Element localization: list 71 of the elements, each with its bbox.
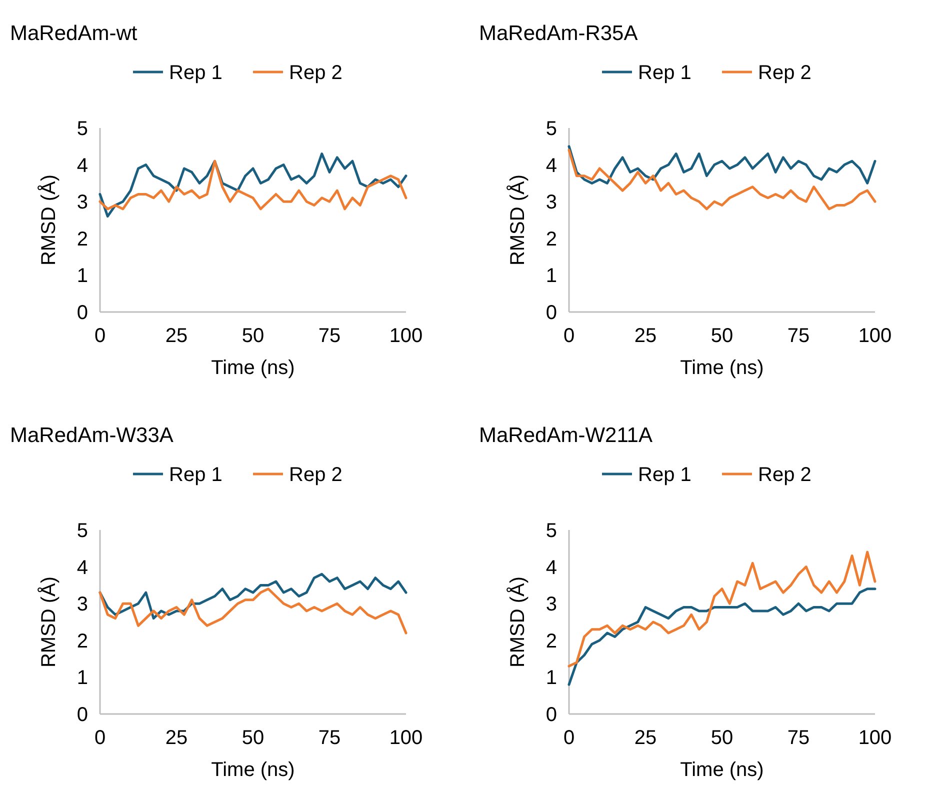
x-tick-label: 25 [165, 325, 188, 347]
x-tick-label: 50 [242, 727, 264, 749]
x-tick-label: 75 [787, 727, 810, 749]
x-tick-label: 25 [634, 325, 657, 347]
x-tick-label: 50 [710, 727, 734, 749]
x-axis-title: Time (ns) [211, 759, 295, 781]
legend-label: Rep 2 [758, 464, 812, 486]
y-tick-label: 2 [76, 228, 88, 250]
y-tick-label: 0 [76, 302, 88, 324]
y-tick-label: 1 [76, 667, 88, 690]
y-tick-label: 0 [76, 704, 88, 726]
x-tick-label: 0 [563, 727, 575, 749]
y-tick-label: 5 [76, 520, 88, 542]
y-axis-title: RMSD (Å) [37, 174, 60, 266]
y-tick-label: 1 [76, 265, 88, 288]
x-tick-label: 100 [389, 727, 423, 749]
x-tick-label: 100 [858, 727, 892, 749]
x-tick-label: 25 [634, 727, 657, 749]
y-tick-label: 5 [546, 118, 557, 140]
legend-label: Rep 2 [289, 62, 342, 84]
y-tick-label: 3 [76, 192, 88, 214]
y-tick-label: 4 [546, 556, 557, 579]
x-tick-label: 50 [710, 325, 734, 347]
y-tick-label: 5 [546, 520, 557, 542]
line-series [98, 160, 408, 210]
y-tick-label: 4 [76, 556, 88, 579]
legend-label: Rep 1 [638, 464, 692, 486]
x-tick-label: 0 [94, 727, 106, 749]
legend-label: Rep 2 [758, 62, 812, 84]
chart-title: MaRedAm-W33A [10, 424, 174, 447]
x-tick-label: 25 [165, 727, 188, 749]
y-tick-label: 1 [546, 265, 557, 288]
line-series [568, 588, 876, 686]
y-tick-label: 2 [76, 630, 88, 652]
x-tick-label: 0 [94, 325, 106, 347]
legend-label: Rep 1 [169, 62, 222, 84]
x-tick-label: 100 [858, 325, 892, 347]
y-tick-label: 4 [76, 154, 88, 177]
y-axis-title: RMSD (Å) [506, 174, 529, 266]
x-tick-label: 75 [787, 325, 810, 347]
x-axis-title: Time (ns) [680, 759, 764, 781]
legend-label: Rep 1 [169, 464, 222, 486]
line-series [98, 588, 408, 634]
x-tick-label: 75 [318, 727, 341, 749]
x-tick-label: 0 [563, 325, 575, 347]
chart-title: MaRedAm-R35A [479, 22, 638, 45]
y-tick-label: 2 [546, 228, 557, 250]
y-tick-label: 0 [546, 302, 557, 324]
x-tick-label: 75 [318, 325, 341, 347]
y-tick-label: 5 [76, 118, 88, 140]
chart-title: MaRedAm-W211A [479, 424, 652, 447]
y-tick-label: 3 [76, 594, 88, 616]
line-series [568, 550, 876, 668]
legend-label: Rep 2 [289, 464, 342, 486]
y-tick-label: 1 [546, 667, 557, 690]
y-tick-label: 3 [546, 192, 557, 214]
y-axis-title: RMSD (Å) [37, 576, 60, 668]
x-axis-title: Time (ns) [211, 357, 295, 379]
line-series [568, 148, 876, 210]
x-tick-label: 100 [389, 325, 423, 347]
chart-title: MaRedAm-wt [10, 22, 138, 45]
x-tick-label: 50 [242, 325, 264, 347]
y-axis-title: RMSD (Å) [506, 576, 529, 668]
y-tick-label: 4 [546, 154, 557, 177]
y-tick-label: 3 [546, 594, 557, 616]
y-tick-label: 0 [546, 704, 557, 726]
legend-label: Rep 1 [638, 62, 692, 84]
line-series [98, 572, 408, 620]
y-tick-label: 2 [546, 630, 557, 652]
x-axis-title: Time (ns) [680, 357, 764, 379]
line-series [568, 145, 876, 184]
